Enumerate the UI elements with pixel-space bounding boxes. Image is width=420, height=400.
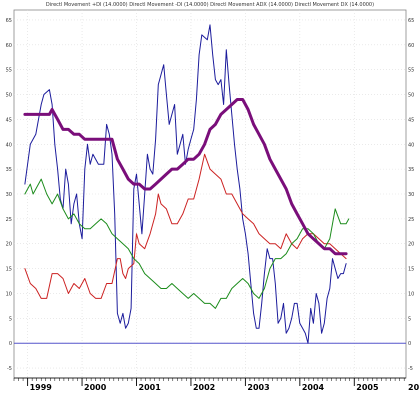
y-tick-label-left: 35 — [6, 167, 12, 173]
y-tick-label-right: 55 — [408, 68, 414, 74]
y-tick-label-right: 20 — [408, 242, 414, 248]
y-tick-label-left: 15 — [6, 267, 12, 273]
x-tick-label-year: 2000 — [84, 383, 107, 392]
x-tick-label-year: 2004 — [302, 383, 325, 392]
x-tick-label-year: 2002 — [193, 383, 215, 392]
y-tick-label-right: 30 — [408, 192, 414, 198]
chart-title: Directl Movement +DI (14.0000) Directl M… — [46, 2, 374, 8]
y-tick-label-left: -5 — [7, 366, 12, 372]
y-tick-label-left: 30 — [6, 192, 12, 198]
y-tick-label-left: 40 — [6, 142, 12, 148]
y-tick-label-right: 5 — [408, 316, 411, 322]
series-group — [23, 24, 350, 344]
x-tick-label-year: 2001 — [139, 383, 162, 392]
series-line-2 — [24, 153, 347, 299]
x-tick-label-year: 2003 — [247, 383, 269, 392]
y-tick-label-left: 55 — [6, 68, 12, 74]
y-tick-label-right: 40 — [408, 142, 414, 148]
series-line-1 — [24, 24, 347, 344]
x-axis: 1999 2000 2001 2002 2003 2004 2005 20 — [13, 377, 420, 392]
y-tick-label-right: 45 — [408, 117, 414, 123]
y-tick-label-right: 25 — [408, 217, 414, 223]
y-tick-label-left: 10 — [6, 291, 12, 297]
y-tick-label-right: 35 — [408, 167, 414, 173]
y-tick-label-right: 15 — [408, 267, 414, 273]
series-line-4 — [23, 98, 348, 256]
x-tick-label-year: 20 — [408, 383, 420, 392]
y-tick-label-left: 0 — [9, 341, 12, 347]
y-tick-label-left: 50 — [6, 93, 12, 99]
y-tick-label-left: 45 — [6, 117, 12, 123]
y-tick-label-right: 10 — [408, 291, 414, 297]
y-tick-label-left: 65 — [6, 18, 12, 24]
x-tick-label-year: 2005 — [356, 383, 379, 392]
y-tick-label-right: 65 — [408, 18, 414, 24]
y-tick-label-right: 60 — [408, 43, 414, 49]
y-tick-label-left: 20 — [6, 242, 12, 248]
y-tick-label-left: 25 — [6, 217, 12, 223]
y-tick-label-right: -5 — [408, 366, 413, 372]
series-line-3 — [24, 178, 350, 309]
y-axis-right: -5 0 5 10 15 20 25 30 35 40 45 50 55 60 65 — [408, 18, 414, 372]
y-tick-label-left: 5 — [9, 316, 12, 322]
y-tick-label-right: 0 — [408, 341, 411, 347]
y-tick-label-left: 60 — [6, 43, 12, 49]
y-tick-label-right: 50 — [408, 93, 414, 99]
y-axis-left: -5 0 5 10 15 20 25 30 35 40 45 50 55 60 65 — [6, 18, 12, 372]
x-tick-label-year: 1999 — [30, 383, 53, 392]
